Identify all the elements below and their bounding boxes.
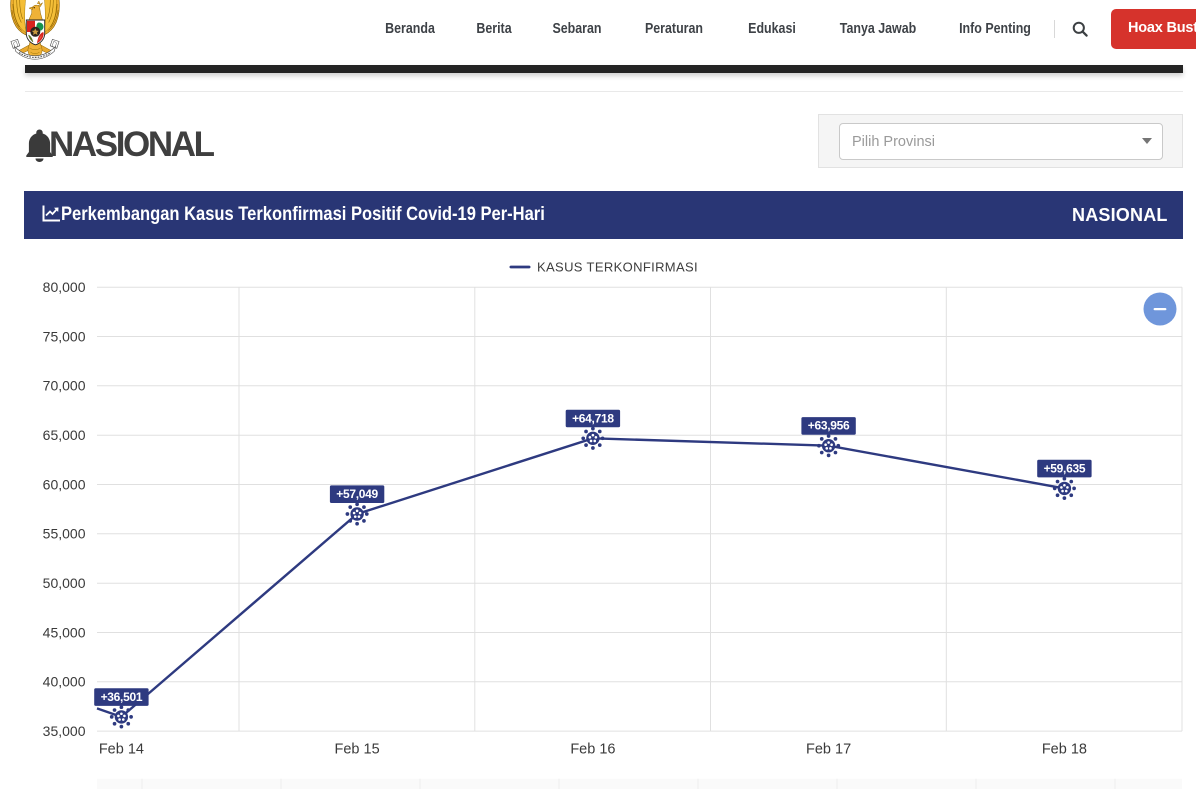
svg-text:Feb 18: Feb 18 [1042,742,1087,758]
svg-text:80,000: 80,000 [43,279,86,295]
svg-text:75,000: 75,000 [43,328,86,344]
svg-text:50,000: 50,000 [43,575,86,591]
svg-text:+57,049: +57,049 [336,487,378,501]
svg-text:65,000: 65,000 [43,427,86,443]
svg-text:+59,635: +59,635 [1044,461,1086,475]
svg-text:45,000: 45,000 [43,624,86,640]
svg-text:+63,956: +63,956 [808,419,850,433]
svg-text:40,000: 40,000 [43,674,86,690]
svg-text:55,000: 55,000 [43,526,86,542]
svg-text:35,000: 35,000 [43,723,86,739]
svg-text:Feb 14: Feb 14 [99,742,144,758]
svg-text:+64,718: +64,718 [572,411,614,425]
svg-text:70,000: 70,000 [43,378,86,394]
svg-text:KASUS TERKONFIRMASI: KASUS TERKONFIRMASI [537,260,698,275]
svg-text:Feb 16: Feb 16 [570,742,615,758]
svg-text:Feb 17: Feb 17 [806,742,851,758]
svg-text:+36,501: +36,501 [101,690,143,704]
svg-text:Feb 15: Feb 15 [335,742,380,758]
svg-text:60,000: 60,000 [43,476,86,492]
